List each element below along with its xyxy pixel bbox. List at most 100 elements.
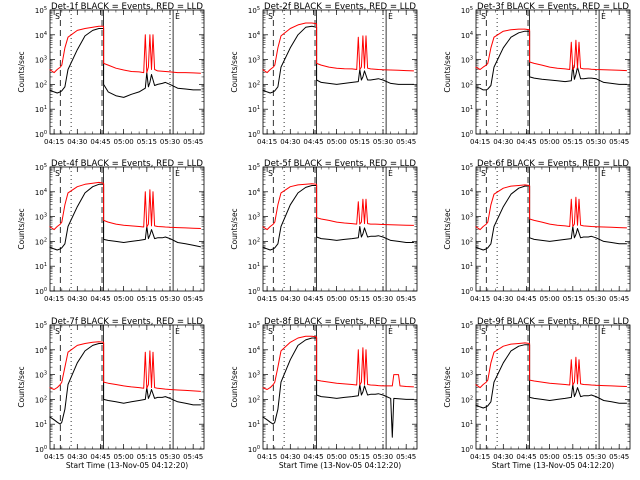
y-tick-label: 104	[248, 346, 260, 355]
x-tick-label: 05:30	[160, 295, 180, 303]
x-tick-label: 04:45	[516, 295, 536, 303]
x-tick-label: 05:00	[327, 453, 347, 461]
start-marker: S	[481, 169, 486, 178]
panel-det-1: Det-1f BLACK = Events, RED = LLD 100 101 10…	[17, 2, 205, 146]
x-tick-label: 04:45	[516, 138, 536, 146]
x-tick-label: 05:30	[586, 453, 606, 461]
y-tick-label: 105	[461, 163, 473, 172]
y-tick-label: 101	[35, 262, 47, 271]
x-tick-label: 04:15	[257, 453, 277, 461]
y-tick-label: 103	[461, 371, 473, 380]
y-tick-label: 100	[35, 130, 47, 139]
x-tick-label: 05:15	[350, 295, 370, 303]
x-tick-label: 04:30	[67, 295, 87, 303]
x-tick-label: 04:30	[67, 453, 87, 461]
y-tick-label: 103	[35, 213, 47, 222]
y-tick-label: 100	[35, 287, 47, 296]
x-tick-label: 04:45	[90, 295, 110, 303]
y-tick-label: 100	[248, 287, 260, 296]
plot-frame	[475, 9, 631, 135]
plot-frame	[49, 9, 205, 135]
series-lld-line	[49, 341, 201, 392]
x-tick-label: 05:45	[609, 453, 629, 461]
y-tick-label: 104	[248, 31, 260, 40]
series-events-line	[475, 344, 627, 409]
x-tick-label: 04:30	[280, 138, 300, 146]
x-tick-label: 05:00	[540, 138, 560, 146]
y-tick-label: 103	[461, 213, 473, 222]
y-axis-label: Counts/sec	[17, 51, 26, 92]
x-tick-label: 04:15	[257, 295, 277, 303]
end-marker: E	[388, 169, 393, 178]
y-tick-label: 100	[461, 287, 473, 296]
plot-frame	[49, 324, 205, 450]
y-tick-label: 105	[248, 6, 260, 15]
x-tick-label: 04:45	[90, 453, 110, 461]
end-marker: E	[175, 169, 180, 178]
y-tick-label: 103	[248, 213, 260, 222]
panel-title: Det-6f BLACK = Events, RED = LLD	[477, 159, 629, 169]
panel-det-6: Det-6f BLACK = Events, RED = LLD 100 101 10…	[443, 159, 631, 303]
x-tick-label: 05:00	[327, 295, 347, 303]
x-tick-label: 05:15	[563, 138, 583, 146]
x-tick-label: 05:45	[609, 138, 629, 146]
panel-det-5: Det-5f BLACK = Events, RED = LLD 100 101 10…	[230, 159, 418, 303]
end-marker: E	[175, 327, 180, 336]
y-tick-label: 100	[248, 130, 260, 139]
panel-det-4: Det-4f BLACK = Events, RED = LLD 100 101 10…	[17, 159, 205, 303]
x-axis-label: Start Time (13-Nov-05 04:12:20)	[66, 461, 188, 470]
x-tick-label: 05:15	[137, 453, 157, 461]
x-tick-label: 05:30	[160, 138, 180, 146]
x-tick-label: 05:00	[540, 453, 560, 461]
y-axis-label: Counts/sec	[443, 51, 452, 92]
y-tick-label: 103	[248, 56, 260, 65]
y-tick-label: 105	[35, 6, 47, 15]
x-tick-label: 04:30	[67, 138, 87, 146]
x-tick-label: 05:15	[350, 453, 370, 461]
panel-title: Det-5f BLACK = Events, RED = LLD	[264, 159, 416, 169]
series-events-line	[49, 343, 201, 425]
x-tick-label: 05:45	[396, 295, 416, 303]
x-tick-label: 04:15	[470, 453, 490, 461]
start-marker: S	[268, 169, 273, 178]
x-tick-label: 05:15	[563, 295, 583, 303]
y-tick-label: 105	[35, 163, 47, 172]
x-tick-label: 05:00	[540, 295, 560, 303]
x-tick-label: 04:15	[44, 138, 64, 146]
x-tick-label: 04:15	[470, 138, 490, 146]
end-marker: E	[388, 327, 393, 336]
start-marker: S	[55, 12, 60, 21]
x-tick-label: 04:30	[493, 453, 513, 461]
y-tick-label: 103	[248, 371, 260, 380]
series-events-line	[49, 28, 201, 98]
start-marker: S	[481, 327, 486, 336]
y-tick-label: 102	[461, 237, 473, 246]
x-tick-label: 05:15	[563, 453, 583, 461]
x-axis-label: Start Time (13-Nov-05 04:12:20)	[492, 461, 614, 470]
y-tick-label: 102	[35, 395, 47, 404]
panel-title: Det-4f BLACK = Events, RED = LLD	[51, 159, 203, 169]
x-tick-label: 04:15	[470, 295, 490, 303]
panel-title: Det-8f BLACK = Events, RED = LLD	[264, 317, 416, 327]
y-tick-label: 102	[461, 395, 473, 404]
y-tick-label: 105	[35, 321, 47, 330]
series-events-line	[262, 185, 414, 251]
x-tick-label: 05:45	[183, 453, 203, 461]
x-tick-label: 05:45	[396, 138, 416, 146]
y-axis-label: Counts/sec	[443, 366, 452, 407]
y-axis-label: Counts/sec	[230, 208, 239, 249]
y-tick-label: 101	[35, 105, 47, 114]
x-tick-label: 04:15	[44, 295, 64, 303]
x-tick-label: 04:45	[90, 138, 110, 146]
series-lld-line	[49, 181, 201, 231]
panel-det-7: Det-7f BLACK = Events, RED = LLD 100 101 10…	[17, 317, 205, 470]
x-tick-label: 05:30	[373, 295, 393, 303]
panel-title: Det-3f BLACK = Events, RED = LLD	[477, 2, 629, 12]
x-tick-label: 04:45	[303, 295, 323, 303]
y-tick-label: 104	[35, 346, 47, 355]
y-tick-label: 105	[461, 321, 473, 330]
panel-title: Det-7f BLACK = Events, RED = LLD	[51, 317, 203, 327]
x-tick-label: 05:00	[114, 138, 134, 146]
series-lld-line	[262, 183, 414, 231]
end-marker: E	[601, 12, 606, 21]
